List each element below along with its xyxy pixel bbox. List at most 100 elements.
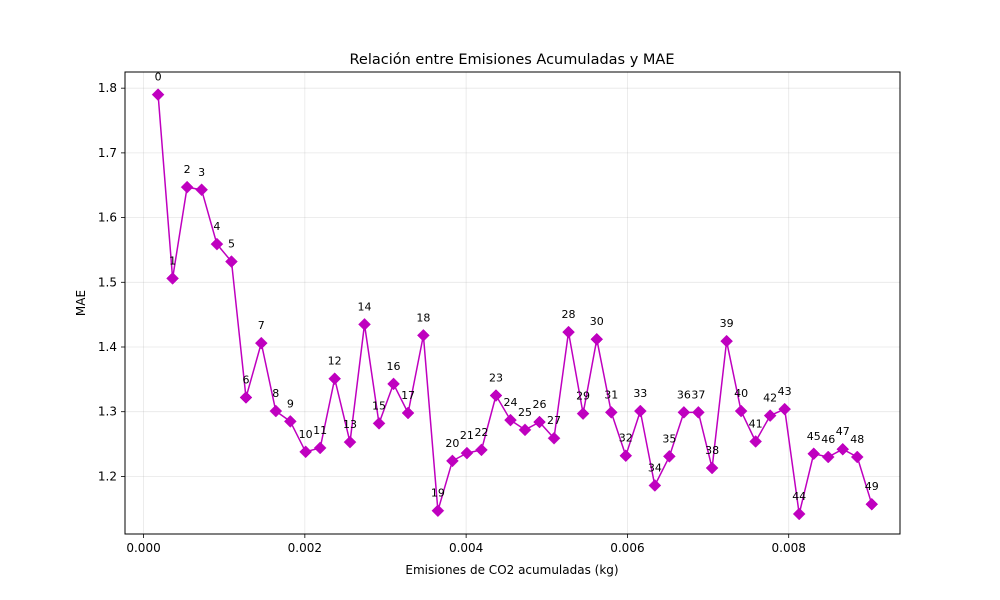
chart-title: Relación entre Emisiones Acumuladas y MA…	[349, 52, 674, 68]
data-point-marker	[358, 317, 371, 331]
series-layer	[151, 88, 879, 521]
point-label: 25	[518, 406, 532, 419]
data-point-marker	[720, 334, 733, 348]
data-point-marker	[283, 415, 297, 428]
point-label: 31	[604, 388, 618, 401]
y-tick-label: 1.6	[98, 211, 117, 225]
data-point-marker	[633, 404, 647, 418]
point-label: 36	[677, 388, 691, 401]
point-label: 34	[648, 461, 662, 474]
data-point-marker	[239, 391, 253, 404]
point-label: 24	[503, 396, 517, 409]
point-label: 9	[287, 397, 294, 410]
x-axis-title: Emisiones de CO2 acumuladas (kg)	[405, 563, 618, 577]
point-label: 47	[836, 425, 850, 438]
data-point-marker	[299, 445, 312, 459]
point-label: 12	[328, 355, 342, 368]
data-point-marker	[792, 507, 806, 521]
data-point-marker	[166, 272, 179, 285]
point-label: 29	[576, 390, 590, 403]
data-point-marker	[269, 404, 283, 418]
data-point-marker	[387, 377, 400, 391]
x-tick-label: 0.002	[288, 541, 322, 555]
data-point-marker	[590, 332, 604, 346]
point-label: 28	[562, 308, 576, 321]
data-point-marker	[343, 435, 357, 449]
point-label: 13	[343, 418, 357, 431]
point-label: 23	[489, 372, 503, 385]
data-point-marker	[604, 405, 618, 419]
x-tick-label: 0.006	[610, 541, 644, 555]
grid	[125, 72, 900, 534]
plot-frame	[124, 71, 901, 535]
data-point-marker	[460, 446, 474, 460]
data-point-marker	[547, 431, 561, 445]
data-point-marker	[518, 423, 532, 437]
data-point-marker	[446, 454, 459, 468]
data-point-marker	[254, 336, 268, 350]
point-label: 45	[807, 430, 821, 443]
data-point-marker	[489, 389, 503, 402]
y-tick-label: 1.2	[98, 469, 117, 483]
y-tick-label: 1.5	[98, 275, 117, 289]
x-tick-label: 0.004	[449, 541, 483, 555]
data-point-marker	[195, 183, 208, 197]
data-point-marker	[576, 407, 590, 421]
y-tick-label: 1.7	[98, 146, 117, 160]
data-point-marker	[475, 443, 488, 457]
point-label: 49	[865, 480, 879, 493]
data-point-marker	[836, 442, 850, 456]
point-label: 43	[778, 385, 792, 398]
point-label: 35	[662, 432, 676, 445]
point-label: 42	[763, 392, 777, 405]
point-label: 38	[705, 444, 719, 457]
data-point-marker	[225, 255, 238, 268]
data-point-marker	[734, 404, 748, 418]
point-label: 3	[198, 166, 205, 179]
y-axis: 1.2 1.3 1.4 1.5 1.6 1.7 1.8	[98, 81, 125, 483]
y-tick-label: 1.3	[98, 405, 117, 419]
data-point-marker	[504, 413, 517, 427]
x-axis: 0.000 0.002 0.004 0.006 0.008	[126, 534, 806, 555]
data-point-marker	[619, 449, 633, 463]
data-point-marker	[210, 237, 224, 251]
data-point-marker	[778, 402, 792, 416]
data-point-marker	[807, 447, 821, 461]
point-label: 27	[547, 414, 561, 427]
point-label: 44	[792, 490, 806, 503]
point-label: 20	[445, 437, 459, 450]
data-point-marker	[313, 441, 327, 455]
point-label: 37	[691, 388, 705, 401]
x-tick-label: 0.008	[772, 541, 806, 555]
point-label: 19	[431, 487, 445, 500]
point-label: 16	[387, 360, 401, 373]
point-label: 17	[401, 389, 415, 402]
x-tick-label: 0.000	[126, 541, 160, 555]
point-label: 14	[358, 300, 372, 313]
data-point-marker	[372, 416, 386, 430]
y-tick-label: 1.8	[98, 81, 117, 95]
point-label: 41	[749, 417, 763, 430]
data-point-marker	[533, 415, 546, 429]
point-label: 40	[734, 387, 748, 400]
data-point-marker	[763, 409, 777, 422]
data-point-marker	[328, 372, 342, 386]
point-label: 1	[169, 254, 176, 267]
data-point-marker	[705, 461, 719, 475]
point-label: 48	[850, 433, 864, 446]
point-label: 6	[242, 373, 249, 386]
data-point-marker	[648, 479, 662, 492]
point-label: 33	[633, 387, 647, 400]
point-label: 15	[372, 399, 386, 412]
point-label: 2	[184, 163, 191, 176]
data-point-marker	[677, 405, 691, 419]
point-label: 4	[213, 220, 220, 233]
data-point-marker	[151, 88, 165, 102]
point-label: 0	[155, 71, 162, 84]
data-point-marker	[749, 435, 762, 448]
data-point-marker	[431, 504, 445, 518]
point-label: 32	[619, 432, 633, 445]
